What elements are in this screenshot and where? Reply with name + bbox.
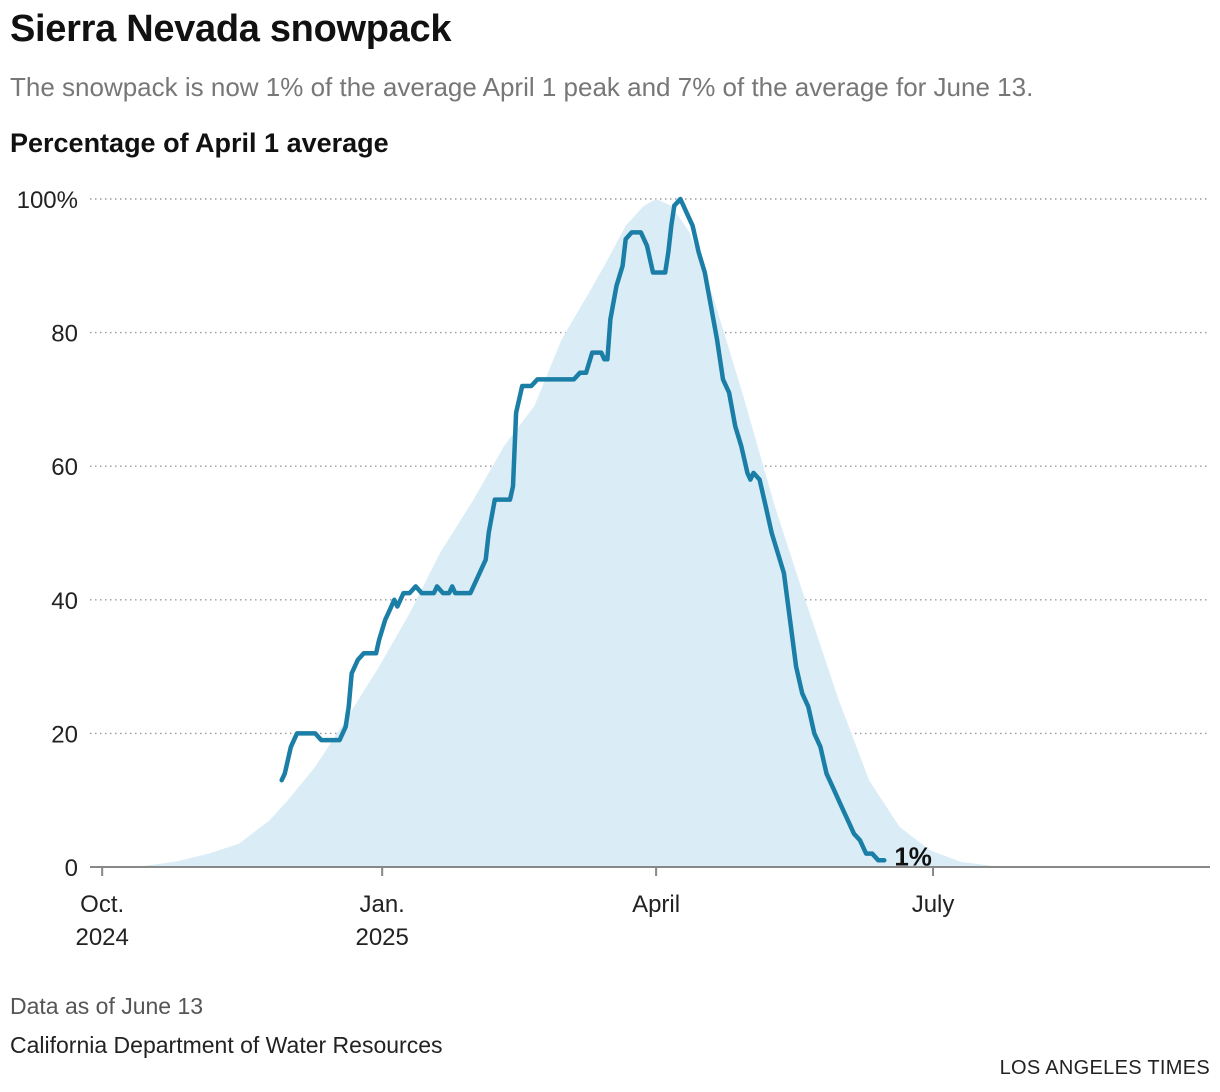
x-tick-label: July bbox=[912, 891, 955, 918]
x-axis bbox=[90, 866, 1210, 876]
y-tick-label: 60 bbox=[51, 454, 78, 481]
current-line-layer bbox=[279, 196, 887, 863]
y-tick-label: 40 bbox=[51, 588, 78, 615]
y-tick-label: 0 bbox=[65, 855, 78, 882]
chart-title: Sierra Nevada snowpack bbox=[10, 8, 452, 50]
average-area-layer bbox=[102, 199, 1025, 867]
y-tick-label: 100% bbox=[17, 187, 78, 214]
y-axis-label: Percentage of April 1 average bbox=[10, 128, 389, 158]
publisher-credit: LOS ANGELES TIMES bbox=[999, 1057, 1210, 1079]
x-tick-label: 2024 bbox=[75, 924, 128, 951]
current-value-label: 1% bbox=[894, 841, 932, 871]
x-tick-label: Oct. bbox=[80, 891, 124, 918]
x-tick-label: Jan. bbox=[359, 891, 404, 918]
chart-subtitle: The snowpack is now 1% of the average Ap… bbox=[10, 72, 1034, 102]
y-tick-label: 80 bbox=[51, 321, 78, 348]
current-snowpack-line bbox=[279, 196, 887, 863]
x-tick-label: 2025 bbox=[355, 924, 408, 951]
source-note: California Department of Water Resources bbox=[10, 1032, 443, 1058]
x-tick-label: April bbox=[632, 891, 680, 918]
average-snowpack-area bbox=[102, 199, 1025, 867]
y-tick-label: 20 bbox=[51, 721, 78, 748]
data-date-note: Data as of June 13 bbox=[10, 993, 204, 1019]
